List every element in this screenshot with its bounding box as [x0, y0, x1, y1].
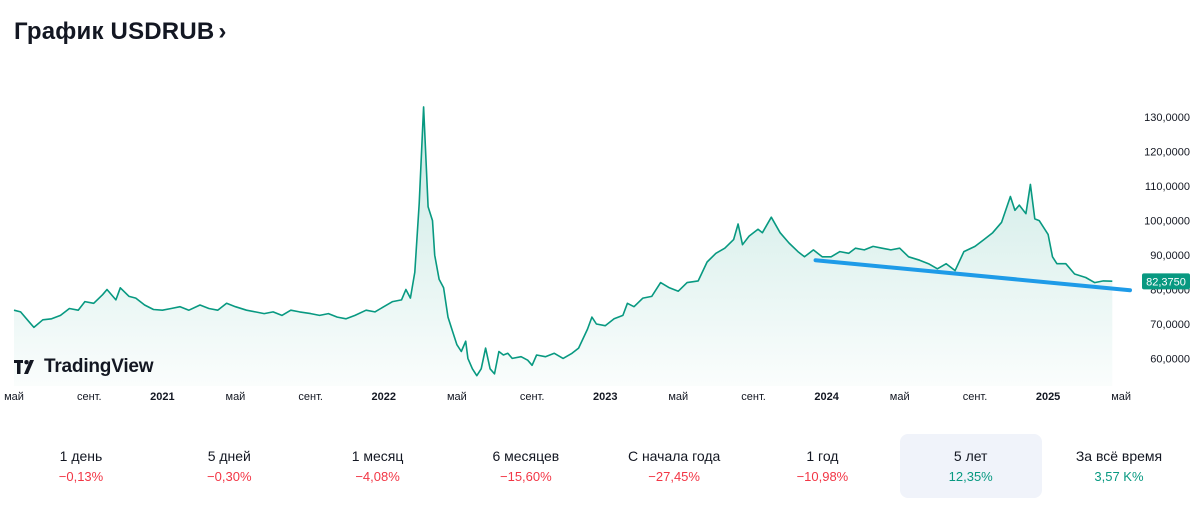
last-price-label: 82,3750: [1146, 276, 1186, 288]
series-line: [13, 106, 1113, 377]
x-tick-label: май: [1111, 391, 1131, 403]
y-tick-label: 60,0000: [1150, 353, 1190, 365]
x-tick-label: 2024: [814, 391, 839, 403]
tradingview-logo-icon: [14, 360, 34, 374]
x-tick-label: май: [890, 391, 910, 403]
x-tick-label: сент.: [741, 391, 766, 403]
y-tick-label: 130,0000: [1144, 112, 1190, 124]
period-all[interactable]: За всё время 3,57 K%: [1048, 434, 1190, 498]
x-tick-label: май: [4, 391, 24, 403]
x-tick-label: май: [447, 391, 467, 403]
y-tick-label: 120,0000: [1144, 147, 1190, 159]
period-label: 5 дней: [207, 448, 251, 464]
period-change: −10,98%: [796, 469, 849, 484]
price-chart[interactable]: 60,000070,000080,000090,0000100,0000110,…: [0, 100, 1200, 410]
period-change: −0,30%: [207, 469, 252, 484]
period-selector: 1 день −0,13% 5 дней −0,30% 1 месяц −4,08% …: [10, 434, 1190, 498]
tradingview-logo: TradingView: [14, 356, 154, 378]
y-axis: 60,000070,000080,000090,0000100,0000110,…: [1142, 112, 1190, 365]
y-tick-label: 100,0000: [1144, 216, 1190, 228]
x-tick-label: 2023: [593, 391, 617, 403]
x-tick-label: сент.: [77, 391, 102, 403]
period-label: С начала года: [627, 448, 721, 464]
x-tick-label: сент.: [298, 391, 323, 403]
period-change: 12,35%: [948, 469, 993, 484]
y-tick-label: 110,0000: [1145, 181, 1190, 193]
period-5d[interactable]: 5 дней −0,30%: [158, 434, 300, 498]
period-change: 3,57 K%: [1094, 469, 1144, 484]
period-6m[interactable]: 6 месяцев −15,60%: [455, 434, 597, 498]
period-label: 1 день: [59, 448, 103, 464]
chevron-right-icon: ›: [218, 18, 227, 45]
period-label: 1 месяц: [351, 448, 404, 464]
period-change: −15,60%: [500, 469, 552, 484]
period-label: 5 лет: [953, 448, 988, 464]
x-tick-label: 2025: [1036, 391, 1060, 403]
period-change: −4,08%: [355, 469, 400, 484]
x-tick-label: май: [668, 391, 688, 403]
series-area: [14, 106, 1113, 387]
period-label: 1 год: [806, 448, 839, 464]
trendline: [813, 258, 1132, 293]
period-1m[interactable]: 1 месяц −4,08%: [307, 434, 449, 498]
period-change: −27,45%: [648, 469, 700, 484]
period-label: За всё время: [1075, 448, 1163, 464]
period-5y[interactable]: 5 лет 12,35%: [899, 434, 1042, 498]
x-tick-label: сент.: [520, 391, 545, 403]
y-tick-label: 70,0000: [1150, 319, 1190, 331]
x-tick-label: май: [226, 391, 246, 403]
period-change: −0,13%: [58, 469, 104, 484]
y-tick-label: 90,0000: [1150, 250, 1190, 262]
period-ytd[interactable]: С начала года −27,45%: [603, 434, 745, 498]
logo-text: TradingView: [44, 356, 154, 377]
last-price-badge: [1142, 273, 1190, 290]
x-tick-label: 2021: [150, 391, 174, 403]
title-text: График USDRUB: [14, 18, 215, 45]
period-label: 6 месяцев: [492, 448, 560, 464]
period-1y[interactable]: 1 год −10,98%: [751, 434, 893, 498]
plot-area: [13, 106, 1132, 387]
x-tick-label: сент.: [963, 391, 988, 403]
x-axis: май сент. 2021 май сент. 2022 май сент. 2023 май с…: [4, 391, 1131, 403]
page-title[interactable]: График USDRUB ›: [14, 18, 227, 46]
period-1d[interactable]: 1 день −0,13%: [10, 434, 152, 498]
x-tick-label: 2022: [372, 391, 396, 403]
